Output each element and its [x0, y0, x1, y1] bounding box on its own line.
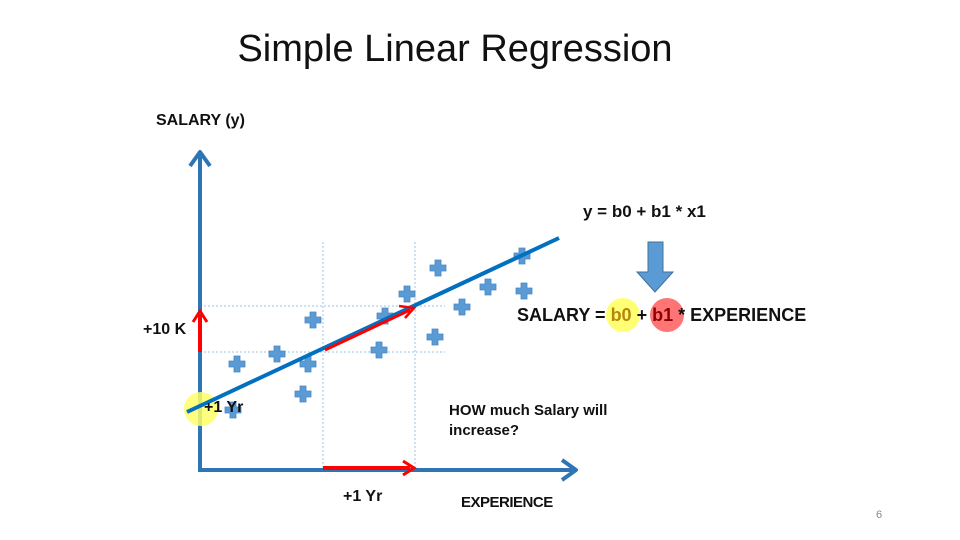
- x-axis-label: EXPERIENCE: [461, 494, 553, 511]
- plus-marker-icon: [228, 355, 246, 373]
- intercept-label: +1 Yr: [204, 399, 244, 416]
- delta-x-label: +1 Yr: [343, 488, 383, 505]
- plus-marker-icon: [426, 328, 444, 346]
- y-axis-label: SALARY (y): [156, 112, 245, 129]
- coefficient-b0: b0: [610, 305, 632, 325]
- general-equation: y = b0 + b1 * x1: [583, 202, 706, 221]
- plus-marker-icon: [370, 341, 388, 359]
- plus-marker-icon: [294, 385, 312, 403]
- equation-lhs: SALARY: [517, 305, 591, 325]
- equation-rest: * EXPERIENCE: [678, 305, 807, 325]
- plus-marker-icon: [429, 259, 447, 277]
- slide-title: Simple Linear Regression: [237, 28, 673, 70]
- question-text: HOW much Salary will increase?: [449, 402, 608, 439]
- equation-plus: +: [636, 305, 648, 325]
- b1-highlight: [650, 298, 684, 332]
- down-arrow-icon: [635, 241, 675, 293]
- plus-marker-icon: [398, 285, 416, 303]
- delta-x-arrow: [323, 459, 417, 477]
- page-number: 6: [876, 509, 883, 521]
- plus-marker-icon: [268, 345, 286, 363]
- plus-marker-icon: [479, 278, 497, 296]
- slope-arrow: [324, 304, 417, 352]
- plus-marker-icon: [304, 311, 322, 329]
- specific-equation: SALARY = b0 + b1 * EXPERIENCE: [517, 305, 806, 326]
- coefficient-b1: b1: [652, 305, 674, 325]
- plus-marker-icon: [515, 282, 533, 300]
- equation-equals: =: [595, 305, 606, 325]
- plus-marker-icon: [453, 298, 471, 316]
- b0-highlight: [606, 298, 640, 332]
- regression-line: [186, 236, 560, 414]
- delta-y-label: +10 K: [143, 321, 187, 338]
- delta-y-arrow: [191, 308, 209, 352]
